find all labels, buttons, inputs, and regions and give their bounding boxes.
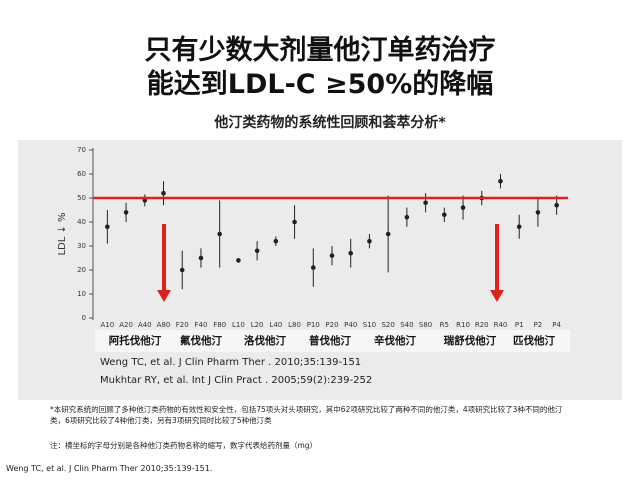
point bbox=[348, 250, 354, 256]
x-tick-label: P10 bbox=[307, 321, 320, 329]
point bbox=[292, 219, 297, 225]
point bbox=[105, 224, 110, 230]
point bbox=[404, 214, 410, 220]
point bbox=[367, 238, 372, 244]
x-tick-label: F80 bbox=[213, 321, 226, 329]
x-tick-label: R5 bbox=[440, 321, 449, 329]
point bbox=[385, 231, 391, 237]
y-tick-label: 40 bbox=[77, 218, 86, 226]
arrow-head bbox=[490, 290, 504, 302]
point bbox=[161, 190, 166, 196]
point bbox=[236, 258, 241, 263]
headline: 只有少数大剂量他汀单药治疗 bbox=[144, 35, 496, 66]
x-tick-label: P40 bbox=[344, 321, 357, 329]
headline: 能达到LDL-C ≥50%的降幅 bbox=[146, 69, 494, 100]
citation: Mukhtar RY, et al. Int J Clin Pract . 20… bbox=[100, 375, 372, 386]
point bbox=[179, 267, 185, 273]
y-tick-label: 60 bbox=[77, 170, 86, 178]
point bbox=[198, 255, 204, 261]
y-tick-label: 20 bbox=[77, 266, 86, 274]
x-tick-label: P1 bbox=[515, 321, 524, 329]
point bbox=[423, 200, 428, 206]
x-tick-label: L20 bbox=[251, 321, 264, 329]
group-label: 匹伐他汀 bbox=[513, 334, 555, 347]
point bbox=[554, 202, 559, 208]
point bbox=[498, 178, 503, 184]
point bbox=[535, 210, 541, 215]
x-tick-label: R20 bbox=[475, 321, 489, 329]
x-tick-label: F40 bbox=[194, 321, 207, 329]
y-tick-label: 50 bbox=[77, 194, 86, 202]
x-tick-label: A10 bbox=[101, 321, 115, 329]
x-tick-label: R40 bbox=[494, 321, 508, 329]
group-label: 洛伐他汀 bbox=[244, 334, 286, 347]
note: *本研究系统的回顾了多种他汀类药物的有效性和安全性，包括75项头对头项研究，其中… bbox=[50, 405, 563, 425]
x-tick-label: A20 bbox=[119, 321, 133, 329]
chart: 他汀类药物的系统性回顾和荟萃分析* LDL ↓ % Weng TC, et al… bbox=[18, 114, 622, 400]
y-axis-label: LDL ↓ % bbox=[57, 212, 68, 255]
group-label: 阿托伐他汀 bbox=[109, 334, 162, 347]
citation: Weng TC, et al. J Clin Pharm Ther . 2010… bbox=[100, 357, 361, 368]
x-tick-label: S40 bbox=[400, 321, 413, 329]
point bbox=[460, 205, 466, 210]
chart-title: 他汀类药物的系统性回顾和荟萃分析* bbox=[213, 114, 446, 131]
x-tick-label: P2 bbox=[534, 321, 543, 329]
footer: Weng TC, et al. J Clin Pharm Ther 2010;3… bbox=[6, 464, 213, 473]
x-tick-label: S10 bbox=[363, 321, 376, 329]
y-tick-label: 30 bbox=[77, 242, 86, 250]
x-tick-label: L80 bbox=[288, 321, 301, 329]
point bbox=[329, 253, 335, 258]
group-label: 氟伐他汀 bbox=[180, 334, 222, 347]
x-tick-label: F20 bbox=[176, 321, 189, 329]
group-band bbox=[95, 330, 570, 352]
x-tick-label: P20 bbox=[325, 321, 338, 329]
x-tick-label: A40 bbox=[138, 321, 152, 329]
y-tick-label: 10 bbox=[77, 290, 86, 298]
point bbox=[123, 210, 129, 215]
arrow-head bbox=[157, 290, 171, 302]
group-label: 瑞舒伐他汀 bbox=[444, 334, 497, 347]
group-label: 普伐他汀 bbox=[309, 334, 351, 347]
note: 注：横坐标的字母分别是各种他汀类药物名称的缩写，数字代表给药剂量（mg） bbox=[50, 441, 318, 450]
y-tick-label: 0 bbox=[82, 314, 86, 322]
point bbox=[273, 238, 279, 244]
point bbox=[254, 248, 260, 254]
x-tick-label: L10 bbox=[232, 321, 245, 329]
group-label: 辛伐他汀 bbox=[374, 334, 416, 347]
x-tick-label: A80 bbox=[157, 321, 171, 329]
point bbox=[516, 224, 522, 230]
x-tick-label: S80 bbox=[419, 321, 432, 329]
x-tick-label: L40 bbox=[269, 321, 282, 329]
chart-panel bbox=[18, 140, 622, 400]
point bbox=[310, 265, 316, 270]
x-tick-label: S20 bbox=[381, 321, 394, 329]
y-tick-label: 70 bbox=[77, 146, 86, 154]
x-tick-label: P4 bbox=[552, 321, 561, 329]
x-tick-label: R10 bbox=[456, 321, 470, 329]
point bbox=[217, 231, 222, 237]
point bbox=[442, 212, 447, 218]
